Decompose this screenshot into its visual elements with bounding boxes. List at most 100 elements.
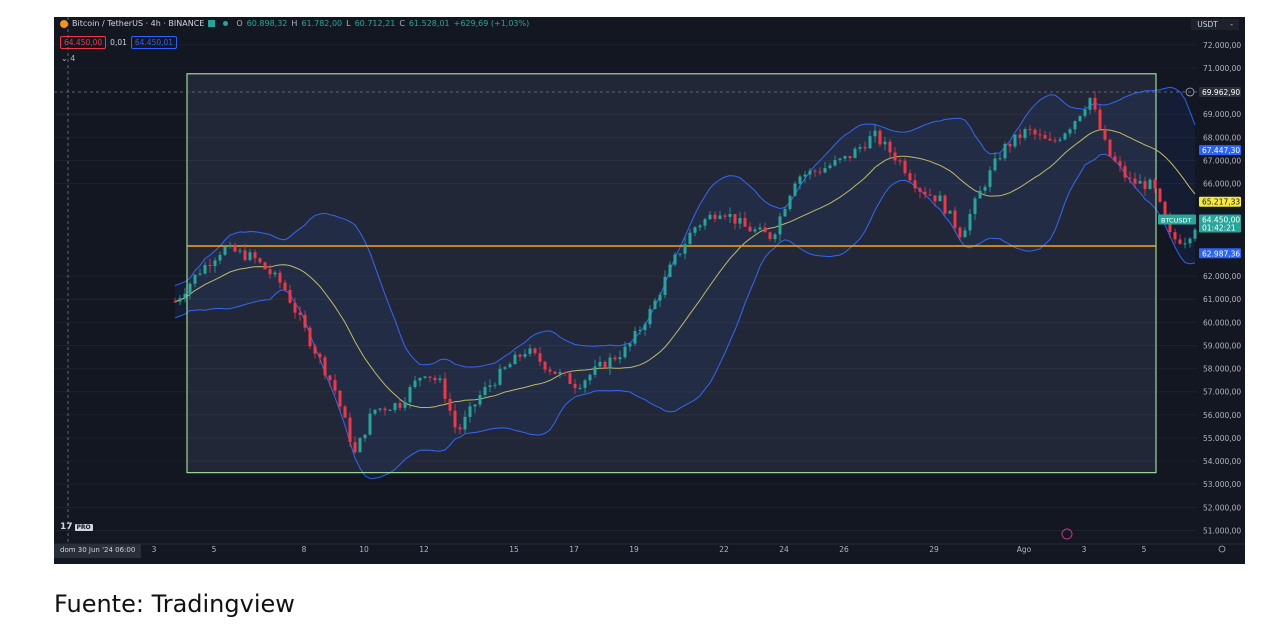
candle: [608, 353, 612, 376]
candle-body: [778, 216, 782, 235]
price-tick-label: 56.000,00: [1203, 411, 1241, 420]
time-tick-label: 26: [839, 545, 849, 554]
price-label-box: [1199, 145, 1241, 156]
candle-body: [1053, 140, 1057, 142]
symbol-title[interactable]: Bitcoin / TetherUS · 4h · BINANCE: [72, 19, 205, 28]
candle-body: [503, 367, 507, 369]
candle-body: [673, 254, 677, 265]
candle-body: [1128, 177, 1132, 179]
candle: [288, 284, 292, 304]
indicators-toggle[interactable]: ⌄ 4: [61, 54, 75, 63]
chart-panel[interactable]: 72.000,00 71.000,00 69.000,00 68.000,00 67.0…: [54, 17, 1245, 564]
candle-body: [623, 346, 627, 358]
candle-body: [558, 372, 562, 375]
candle: [193, 274, 197, 288]
candle-body: [918, 188, 922, 192]
candle: [483, 381, 487, 399]
settings-icon: [1218, 545, 1226, 553]
candle-body: [228, 244, 232, 247]
candle-body: [388, 410, 392, 412]
candle: [968, 209, 972, 236]
price-label: 67.447,30: [1199, 145, 1241, 156]
time-tick-label: 3: [152, 545, 157, 554]
candle: [693, 226, 697, 237]
candle: [798, 174, 802, 190]
candle-body: [773, 234, 777, 240]
chart-type-icon[interactable]: [208, 20, 216, 27]
candle-body: [438, 378, 442, 381]
candle-body: [483, 387, 487, 396]
candle-body: [843, 156, 847, 159]
candle-body: [268, 269, 272, 275]
candle-body: [848, 156, 852, 159]
candle: [973, 196, 977, 221]
candle: [258, 257, 262, 264]
price-label-text: 64.450,00: [1202, 215, 1240, 224]
candle: [453, 403, 457, 434]
buy-button[interactable]: 64.450,01: [130, 36, 178, 49]
candle-body: [548, 369, 552, 372]
candle-body: [508, 364, 512, 368]
candle-body: [263, 262, 267, 270]
candle: [628, 342, 632, 352]
candle: [283, 279, 287, 292]
candle: [983, 184, 987, 195]
candle-body: [728, 214, 732, 217]
candle-body: [863, 147, 867, 149]
candle-body: [683, 244, 687, 254]
candle-body: [618, 357, 622, 360]
candle-body: [583, 380, 587, 388]
candle: [623, 341, 627, 360]
candle-body: [948, 210, 952, 214]
candle: [998, 153, 1002, 161]
candle-body: [528, 348, 532, 355]
candle: [638, 326, 642, 335]
price-label-text: 62.987,36: [1202, 249, 1240, 258]
close-value: 61.528,01: [408, 19, 450, 28]
candle-body: [1078, 115, 1082, 122]
candle-body: [188, 283, 192, 294]
price-chart[interactable]: 72.000,00 71.000,00 69.000,00 68.000,00 67.0…: [54, 17, 1245, 564]
candle: [1038, 128, 1042, 141]
grid-lines: [54, 44, 1197, 531]
sell-button[interactable]: 64.450,00: [60, 36, 107, 49]
price-label: 69.962,90: [1185, 86, 1241, 97]
candle: [703, 217, 707, 230]
candle: [1123, 161, 1127, 182]
currency-selector[interactable]: USDT -: [1191, 19, 1239, 30]
candle: [1153, 177, 1157, 194]
price-tick-label: 52.000,00: [1203, 503, 1241, 512]
candle: [938, 190, 942, 202]
candle: [523, 348, 527, 359]
candle-body: [218, 254, 222, 261]
candle: [713, 211, 717, 223]
candle: [1028, 125, 1032, 136]
candle: [948, 210, 952, 214]
candle-body: [463, 416, 467, 430]
candle: [988, 166, 992, 193]
candle-body: [273, 272, 277, 275]
candle: [498, 364, 502, 386]
candle-body: [708, 214, 712, 220]
candle-body: [233, 244, 237, 252]
candle-body: [723, 215, 727, 217]
candle: [273, 270, 277, 278]
candle: [323, 354, 327, 380]
candle: [733, 213, 737, 230]
candle-body: [808, 170, 812, 175]
candle-body: [908, 173, 912, 181]
candle-body: [393, 403, 397, 411]
candle-body: [653, 300, 657, 309]
candle: [833, 155, 837, 167]
candle: [923, 186, 927, 199]
candle: [468, 401, 472, 423]
candle: [868, 130, 872, 149]
candle: [563, 371, 567, 377]
candle: [763, 222, 767, 233]
candle-body: [328, 375, 332, 381]
candle: [198, 268, 202, 276]
price-label-box: [1199, 214, 1241, 233]
candle-body: [823, 168, 827, 173]
candle-body: [633, 330, 637, 344]
candle-body: [1048, 138, 1052, 141]
